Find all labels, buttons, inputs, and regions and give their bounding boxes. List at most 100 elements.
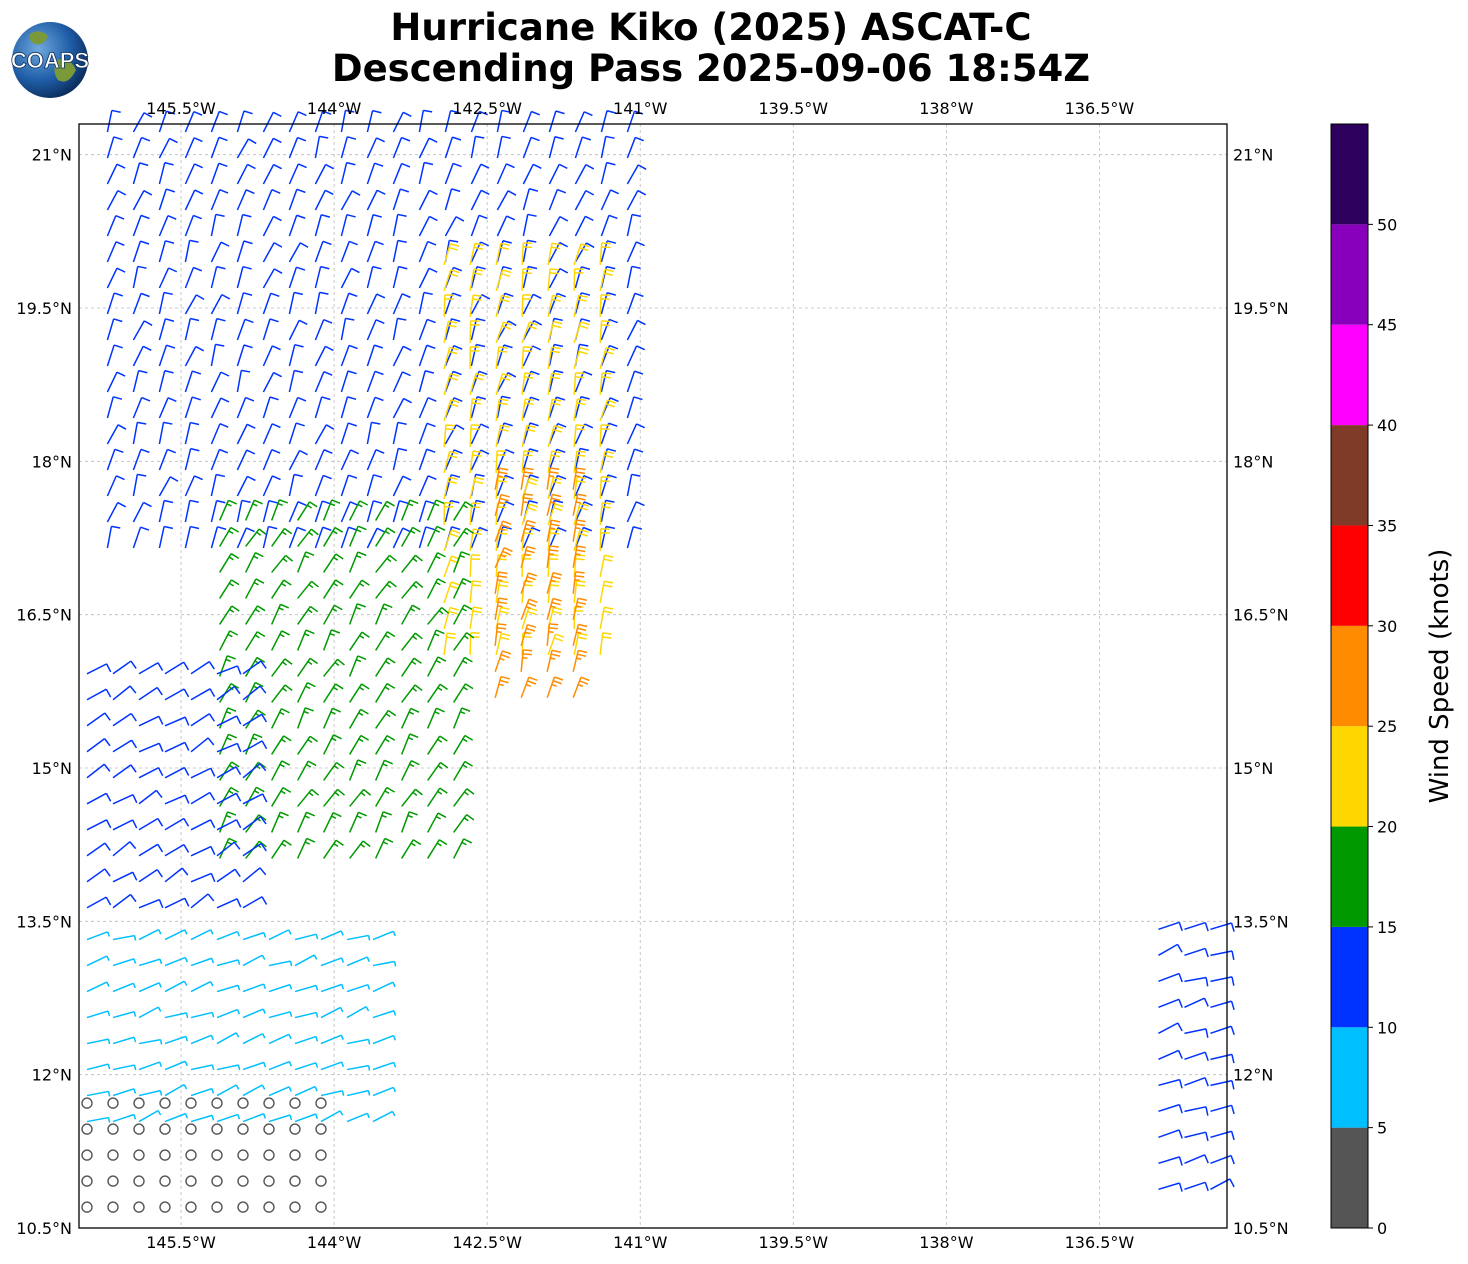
barb-shaft <box>323 788 339 807</box>
barb-flag <box>554 135 564 140</box>
wind-barb <box>314 424 335 445</box>
wind-barb <box>546 519 561 542</box>
barb-flag <box>254 681 264 688</box>
calm-wind-marker <box>159 1175 171 1187</box>
barb-shaft <box>340 345 350 367</box>
wind-barb <box>86 819 112 831</box>
barb-flag <box>288 1061 293 1067</box>
barb-shaft <box>346 934 369 941</box>
barb-flag <box>478 214 488 220</box>
wind-barb <box>599 632 612 655</box>
wind-barb <box>158 318 175 341</box>
barb-shaft <box>288 242 301 263</box>
wind-barb <box>158 421 173 445</box>
barb-shaft <box>392 398 405 419</box>
wind-barb <box>132 396 151 419</box>
barb-flag <box>411 604 421 611</box>
barb-shaft <box>138 868 158 883</box>
wind-barb <box>574 136 592 159</box>
wind-barb <box>521 321 539 344</box>
y-tick-label-left: 18°N <box>32 452 72 471</box>
axis-ticks: 145.5°W145.5°W144°W144°W142.5°W142.5°W14… <box>16 99 1288 1252</box>
barb-flag <box>235 766 242 775</box>
barb-shaft <box>242 867 261 883</box>
barb-flag <box>233 685 241 695</box>
wind-barb <box>262 423 281 445</box>
barb-shaft <box>349 631 363 651</box>
wind-barb <box>349 683 370 703</box>
wind-barb <box>366 162 384 185</box>
barb-flag <box>281 708 290 714</box>
wind-barb <box>574 242 595 263</box>
barb-flag <box>247 163 256 170</box>
barb-flag <box>335 553 344 560</box>
barb-flag <box>142 345 152 351</box>
barb-shaft <box>210 266 218 289</box>
barb-flag <box>528 598 538 604</box>
x-tick-label-bottom: 141°W <box>613 1233 668 1252</box>
barb-flag <box>500 424 510 428</box>
barb-flag <box>409 733 419 739</box>
calm-wind-marker <box>289 1175 301 1187</box>
barb-shaft <box>573 503 581 526</box>
barb-flag <box>209 792 216 801</box>
wind-barb <box>494 623 507 646</box>
barb-flag <box>505 500 515 506</box>
barb-flag <box>576 480 586 483</box>
barb-flag <box>234 868 241 878</box>
wind-barb <box>314 189 334 211</box>
wind-barb <box>190 845 216 857</box>
wind-barb <box>494 467 509 490</box>
barb-flag <box>439 787 448 794</box>
barb-flag <box>375 319 385 324</box>
barb-flag <box>164 369 174 374</box>
barb-shaft <box>599 294 602 317</box>
wind-barb <box>112 958 137 967</box>
barb-shaft <box>320 1110 341 1123</box>
barb-flag <box>410 608 416 612</box>
barb-flag <box>259 763 267 772</box>
barb-flag <box>450 499 460 504</box>
barb-shaft <box>210 500 218 523</box>
barb-shaft <box>346 1064 369 1071</box>
barb-flag <box>529 474 539 479</box>
barb-flag <box>282 661 287 666</box>
wind-barb <box>1158 1049 1183 1061</box>
barb-shaft <box>1184 947 1206 957</box>
wind-barb <box>470 396 487 419</box>
barb-shaft <box>392 371 404 393</box>
barb-shaft <box>314 424 327 445</box>
barb-shaft <box>346 956 368 967</box>
barb-shaft <box>574 164 587 185</box>
barb-flag <box>472 298 482 301</box>
barb-flag <box>306 811 315 817</box>
barb-flag <box>157 1006 162 1012</box>
wind-barb <box>426 656 447 677</box>
wind-barb <box>323 604 343 625</box>
barb-flag <box>554 676 564 681</box>
wind-barb <box>375 657 396 677</box>
barb-shaft <box>574 136 583 159</box>
barb-shaft <box>443 581 452 604</box>
wind-barb <box>349 840 371 859</box>
wind-barb <box>245 761 267 781</box>
wind-barb <box>548 110 565 133</box>
wind-barb <box>375 786 395 807</box>
barb-flag <box>184 897 190 907</box>
barb-flag <box>532 163 542 169</box>
wind-barb <box>572 467 586 490</box>
wind-barb <box>184 317 200 341</box>
barb-flag <box>604 554 614 558</box>
barb-flag <box>526 627 536 632</box>
barb-flag <box>133 958 137 964</box>
barb-flag <box>226 710 232 715</box>
wind-barb <box>138 1006 162 1019</box>
barb-shaft <box>496 526 504 549</box>
barb-flag <box>551 372 561 376</box>
barb-flag <box>497 601 508 605</box>
wind-barb <box>401 684 423 703</box>
wind-barb <box>426 578 446 599</box>
barb-flag <box>576 631 582 634</box>
barb-flag <box>309 657 318 665</box>
wind-barb <box>190 1064 215 1071</box>
